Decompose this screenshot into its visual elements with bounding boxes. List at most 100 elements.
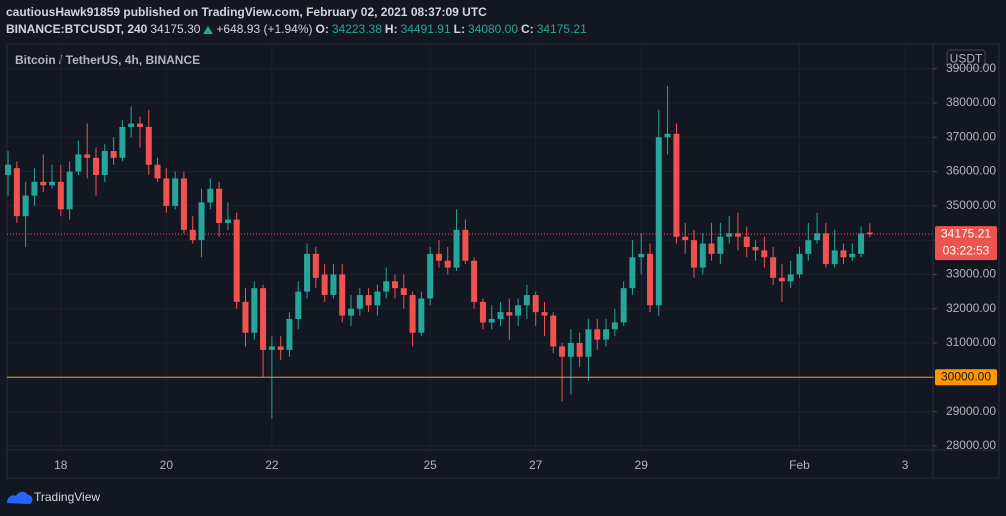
candle-body xyxy=(330,274,337,296)
candle-body xyxy=(770,257,777,278)
candle-body xyxy=(268,346,275,350)
candle-body xyxy=(567,343,574,357)
l: 34080.00 xyxy=(467,22,519,36)
change: +648.93 (+1.94%) xyxy=(216,22,313,36)
candle-body xyxy=(242,301,249,333)
candle-body xyxy=(814,233,821,241)
candle-body xyxy=(453,229,460,268)
y-tick-label: 36000.00 xyxy=(946,164,996,178)
h: 34491.91 xyxy=(400,22,451,36)
candle-body xyxy=(620,288,627,323)
candle-body xyxy=(180,178,187,230)
candle-body xyxy=(717,236,724,254)
candle-body xyxy=(831,250,838,265)
candle-body xyxy=(49,181,56,186)
y-tick-label: 32000.00 xyxy=(946,301,996,315)
c-label: C: xyxy=(521,22,534,36)
candle-body xyxy=(541,312,548,316)
candle-body xyxy=(321,274,328,296)
y-tick-label: 38000.00 xyxy=(946,95,996,109)
candle-body xyxy=(154,164,161,179)
candle-body xyxy=(75,154,82,172)
y-tick-label: 39000.00 xyxy=(946,61,996,75)
chart: Bitcoin / TetherUS, 4h, BINANCE USDT 280… xyxy=(5,43,1000,479)
candle-body xyxy=(708,243,715,254)
candle-body xyxy=(699,243,706,268)
candle-body xyxy=(295,291,302,320)
candle-body xyxy=(497,312,504,320)
published: cautiousHawk91859 published on TradingVi… xyxy=(6,5,487,19)
candle-body xyxy=(603,329,610,340)
hline-label: 30000.00 xyxy=(941,369,991,383)
candle-body xyxy=(858,233,865,254)
candle-body xyxy=(761,250,768,258)
candle-body xyxy=(400,288,407,296)
candle-body xyxy=(796,253,803,275)
candle-body xyxy=(312,253,319,278)
candle-body xyxy=(673,133,680,237)
c: 34175.21 xyxy=(536,22,587,36)
candle-body xyxy=(532,295,539,313)
candle-body xyxy=(752,247,759,251)
y-tick-label: 35000.00 xyxy=(946,198,996,212)
candle-body xyxy=(260,288,267,350)
frame xyxy=(6,43,1000,479)
candle-body xyxy=(444,260,451,268)
hline-label-bg xyxy=(935,369,997,386)
candle-body xyxy=(822,233,829,265)
l-label: L: xyxy=(453,22,465,36)
candle-body xyxy=(805,240,812,254)
candle-body xyxy=(383,281,390,292)
candle-body xyxy=(84,154,91,158)
candle-body xyxy=(471,260,478,302)
candle-body xyxy=(304,253,311,292)
candle-body xyxy=(339,274,346,316)
x-tick-label: 18 xyxy=(54,458,68,472)
x-tick-label: 20 xyxy=(160,458,174,472)
candle-body xyxy=(778,277,785,282)
candle-body xyxy=(119,126,126,158)
symbol: BINANCE:BTCUSDT, 240 xyxy=(6,22,148,36)
x-tick-label: 27 xyxy=(529,458,543,472)
x-tick-label: 22 xyxy=(265,458,279,472)
candle-body xyxy=(849,253,856,258)
candle-body xyxy=(365,295,372,306)
candle-body xyxy=(145,126,152,165)
candle-body xyxy=(277,346,284,350)
countdown: 03:22:53 xyxy=(943,243,990,257)
candle-body xyxy=(216,188,223,223)
candle-body xyxy=(594,329,601,340)
candle-body xyxy=(523,295,530,306)
candle-body xyxy=(233,219,240,302)
brand: TradingView xyxy=(7,490,100,504)
candle-body xyxy=(734,233,741,237)
candle-body xyxy=(655,137,662,306)
candle-body xyxy=(611,322,618,330)
candle-body xyxy=(409,295,416,333)
candle-body xyxy=(128,123,135,127)
y-tick-label: 31000.00 xyxy=(946,335,996,349)
candle-body xyxy=(418,298,425,333)
candle-body xyxy=(66,171,73,210)
chart-title: Bitcoin / TetherUS, 4h, BINANCE xyxy=(15,53,200,67)
candle-body xyxy=(506,312,513,316)
last-price-bg xyxy=(935,226,997,261)
candle-body xyxy=(251,288,258,333)
candle-body xyxy=(93,157,100,175)
candle-body xyxy=(136,123,143,127)
candle-body xyxy=(629,257,636,289)
o: 34223.38 xyxy=(331,22,382,36)
candle-body xyxy=(647,253,654,306)
candle-body xyxy=(690,240,697,268)
candle-body xyxy=(638,253,645,258)
candle-body xyxy=(40,181,47,186)
y-unit: USDT xyxy=(950,52,983,66)
symbol-line: BINANCE:BTCUSDT, 240 34175.30 +648.93 (+… xyxy=(6,22,587,36)
candle-body xyxy=(585,329,592,357)
candle-body xyxy=(207,188,214,203)
x-tick-label: 29 xyxy=(635,458,649,472)
candle-body xyxy=(576,343,583,357)
o-label: O: xyxy=(315,22,329,36)
x-tick-label: 3 xyxy=(902,458,909,472)
